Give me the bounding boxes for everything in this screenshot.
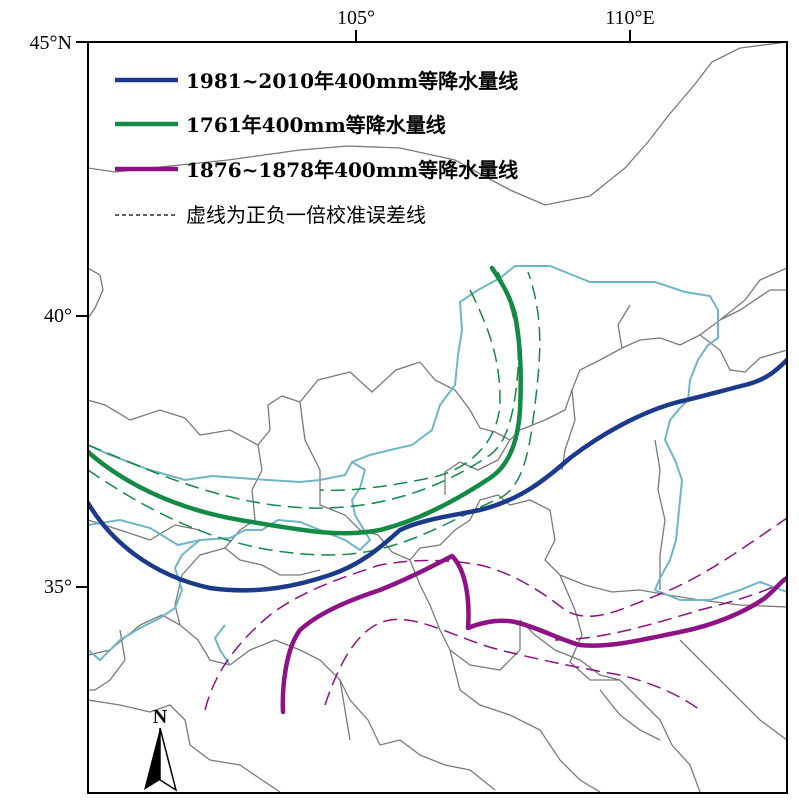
lon-label-110: 110°E [605, 7, 654, 29]
legend-label-1761: 1761年400mm等降水量线 [186, 113, 446, 137]
legend-label-1981-2010: 1981~2010年400mm等降水量线 [186, 69, 518, 93]
lon-label-105: 105° [337, 7, 375, 29]
isoline-1981-2010 [89, 357, 786, 593]
gray-boundaries [89, 43, 786, 792]
axis-ticks [76, 30, 631, 588]
isoline-1876-1878 [280, 553, 786, 715]
lat-label-45: 45°N [30, 32, 72, 54]
lat-label-40: 40° [44, 305, 72, 327]
north-label: N [153, 706, 168, 728]
north-arrow-icon: N [144, 706, 178, 792]
legend-label-dashed: 虚线为正负一倍校准误差线 [186, 203, 426, 227]
lat-label-35: 35° [44, 576, 72, 598]
isoline-1761 [89, 265, 523, 536]
cyan-boundaries [89, 265, 786, 666]
map-frame [87, 41, 788, 794]
legend: 1981~2010年400mm等降水量线 1761年400mm等降水量线 187… [115, 69, 518, 227]
legend-label-1876-1878: 1876~1878年400mm等降水量线 [186, 158, 518, 182]
